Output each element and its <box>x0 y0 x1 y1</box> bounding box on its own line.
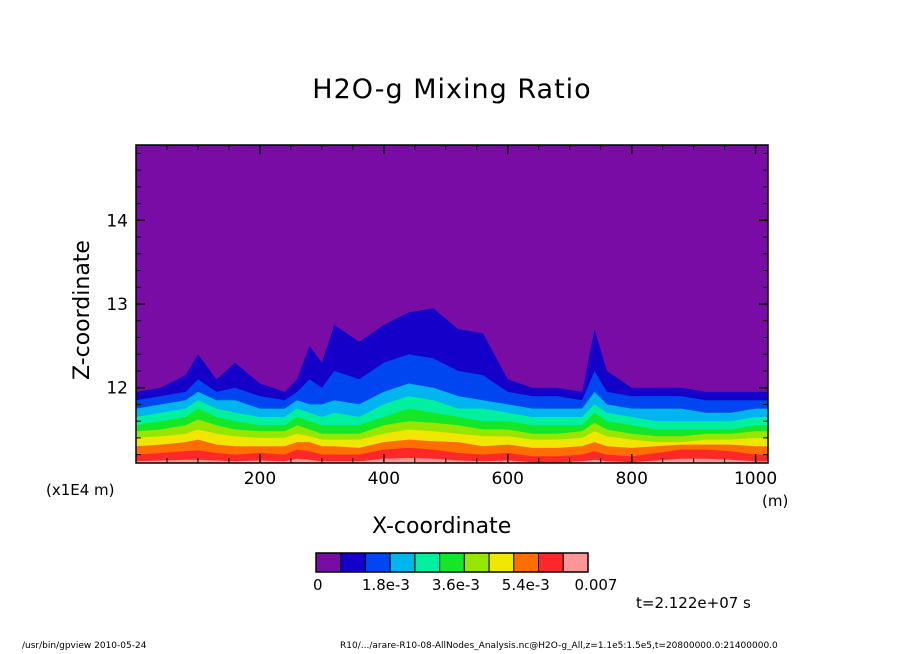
colorbar-label: 3.6e-3 <box>431 576 480 594</box>
x-tick-label: 400 <box>368 469 400 489</box>
colorbar <box>315 552 589 573</box>
x-unit-note: (m) <box>762 492 789 510</box>
x-tick-label: 600 <box>492 469 524 489</box>
y-tick-label: 13 <box>106 295 128 315</box>
colorbar-swatch <box>389 552 416 573</box>
axes: 200 400 600 800 1000 12 13 14 <box>106 144 777 489</box>
colorbar-swatch <box>439 552 465 573</box>
y-tick-label: 14 <box>106 211 128 231</box>
contour-layer-9 <box>136 447 768 463</box>
y-scale-note: (x1E4 m) <box>46 481 115 499</box>
colorbar-label: 5.4e-3 <box>501 576 550 594</box>
x-tick-label: 800 <box>615 469 647 489</box>
time-label: t=2.122e+07 s <box>636 594 751 612</box>
y-tick-label: 12 <box>106 379 128 399</box>
plot-area <box>136 145 768 463</box>
colorbar-label: 0 <box>313 576 323 594</box>
colorbar-swatch <box>414 552 441 573</box>
colorbar-label: 1.8e-3 <box>361 576 410 594</box>
colorbar-swatch <box>340 552 366 573</box>
footer-right: R10/.../arare-R10-08-AllNodes_Analysis.n… <box>340 641 778 651</box>
colorbar-swatch <box>538 552 564 573</box>
colorbar-label: 0.007 <box>574 576 618 594</box>
chart-title: H2O-g Mixing Ratio <box>312 74 592 105</box>
colorbar-swatch <box>513 552 540 573</box>
x-tick-label: 1000 <box>734 469 777 489</box>
y-axis-label: Z-coordinate <box>70 240 95 380</box>
colorbar-swatch <box>463 552 490 573</box>
colorbar-swatch <box>488 552 515 573</box>
colorbar-swatch <box>315 552 342 573</box>
colorbar-swatch <box>562 552 589 573</box>
colorbar-frame <box>315 552 589 573</box>
colorbar-swatch <box>364 552 391 573</box>
x-axis-label: X-coordinate <box>372 514 512 539</box>
contour-layer-10 <box>136 458 768 463</box>
x-tick-label: 200 <box>244 469 276 489</box>
footer-left: /usr/bin/gpview 2010-05-24 <box>22 641 147 651</box>
